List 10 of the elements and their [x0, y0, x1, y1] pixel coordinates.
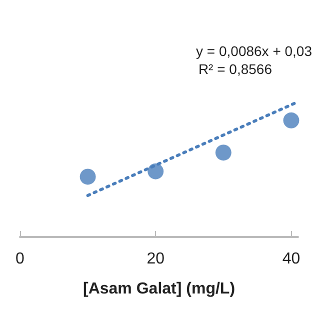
point	[80, 168, 96, 185]
x-axis-title: [Asam Galat] (mg/L)	[82, 280, 236, 298]
x-tick-label: 20	[146, 250, 165, 268]
point	[148, 163, 164, 180]
text: y = 0,0086x + 0,03	[196, 43, 312, 59]
text: R² = 0,8566	[198, 61, 272, 77]
x-tick-label: 40	[282, 250, 300, 268]
x-tick-label: 0	[16, 250, 25, 268]
point	[283, 112, 300, 128]
point	[215, 144, 232, 161]
